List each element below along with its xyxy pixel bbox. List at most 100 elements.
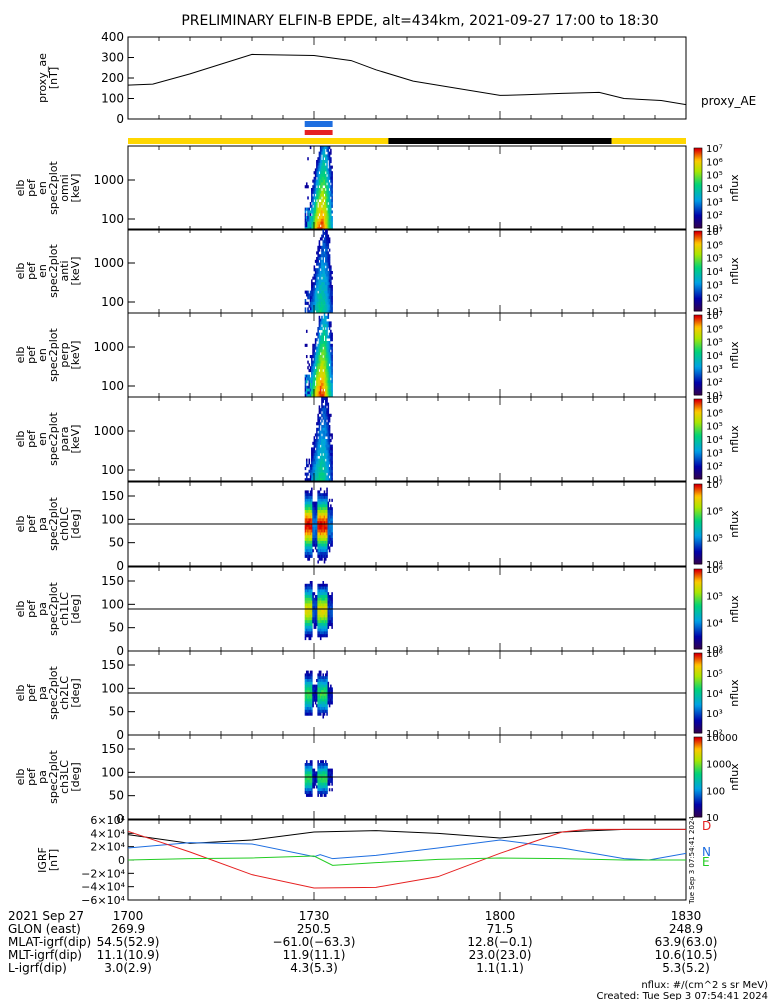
spectrogram-cell	[307, 554, 309, 558]
spectrogram-cell	[317, 218, 319, 222]
spectrogram-cell	[323, 543, 326, 547]
spectrogram-cell	[330, 343, 332, 347]
spectrogram-cell	[307, 676, 309, 680]
spectrogram-cell	[318, 327, 321, 331]
spectrogram-cell	[322, 715, 325, 719]
spectrogram-cell	[330, 213, 332, 217]
colorbar-segment	[694, 271, 702, 274]
colorbar-segment	[694, 367, 702, 370]
spectrogram-cell	[308, 676, 311, 680]
colorbar-segment	[694, 546, 702, 549]
spectrogram-cell	[319, 290, 322, 294]
spectrogram-cell	[326, 441, 328, 445]
spectrogram-cell	[323, 709, 326, 713]
colorbar-segment	[694, 627, 702, 630]
spectrogram-cell	[328, 299, 331, 303]
spectrogram-cell	[307, 693, 309, 697]
spectrogram-cell	[319, 447, 322, 451]
spectrogram-cell	[305, 687, 308, 691]
spectrogram-cell	[313, 273, 316, 277]
colorbar-segment	[694, 486, 702, 489]
spectrogram-cell	[317, 681, 319, 685]
spectrogram-cell	[304, 628, 307, 632]
spectrogram-cell	[331, 436, 333, 440]
spectrogram-cell	[304, 521, 307, 525]
colorbar-segment	[694, 341, 702, 344]
spectrogram-cell	[319, 218, 322, 222]
spectrogram-cell	[314, 512, 317, 516]
spectrogram-cell	[323, 549, 326, 553]
spectrogram-cell	[318, 371, 321, 375]
spectrogram-cell	[323, 371, 326, 375]
spectrogram-cell	[330, 369, 332, 373]
spectrogram-cell	[323, 546, 326, 550]
spectrogram-cell	[323, 273, 326, 277]
spectrogram-cell	[331, 512, 333, 516]
spectrogram-cell	[304, 510, 307, 514]
spectrogram-cell	[311, 791, 313, 795]
spectrogram-cell	[327, 307, 330, 311]
spectrogram-cell	[313, 299, 316, 303]
spectrogram-cell	[326, 285, 328, 289]
spectrogram-cell	[322, 763, 325, 767]
spectrogram-cell	[331, 285, 333, 289]
spectrogram-cell	[324, 695, 327, 699]
spectrogram-cell	[316, 600, 318, 604]
spectrogram-cell	[309, 510, 312, 514]
spectrogram-cell	[317, 707, 319, 711]
spectrogram-cell	[319, 546, 322, 550]
spectrogram-cell	[322, 538, 325, 542]
spectrogram-cell	[321, 408, 323, 412]
spectrogram-cell	[318, 204, 321, 208]
spectrogram-cell	[323, 472, 326, 476]
colorbar-segment	[694, 727, 702, 730]
spectrogram-cell	[316, 171, 318, 175]
colorbar-segment	[694, 355, 702, 358]
spectrogram-cell	[323, 282, 326, 286]
spectrogram-cell	[331, 467, 333, 471]
y-axis-label: perp	[58, 342, 71, 367]
colorbar-segment	[694, 429, 702, 432]
spectrogram-cell	[323, 609, 326, 613]
spectrogram-cell	[322, 600, 325, 604]
colorbar-segment	[694, 751, 702, 754]
spectrogram-cell	[327, 221, 330, 225]
spectrogram-cell	[319, 338, 322, 342]
spectrogram-cell	[308, 304, 311, 308]
colorbar-segment	[694, 365, 702, 368]
colorbar-segment	[694, 528, 702, 531]
spectrogram-cell	[323, 385, 326, 389]
spectrogram-cell	[326, 383, 328, 387]
spectrogram-cell	[314, 171, 317, 175]
spectrogram-cell	[309, 631, 312, 635]
spectrogram-cell	[328, 171, 331, 175]
spectrogram-cell	[328, 498, 331, 502]
spectrogram-cell	[318, 617, 321, 621]
spectrogram-cell	[322, 352, 325, 356]
spectrogram-cell	[318, 623, 321, 627]
spectrogram-cell	[326, 487, 328, 491]
spectrogram-cell	[304, 529, 307, 533]
spectrogram-cell	[324, 262, 327, 266]
spectrogram-cell	[321, 397, 323, 401]
spectrogram-cell	[316, 441, 318, 445]
spectrogram-cell	[324, 583, 327, 587]
spectrogram-cell	[328, 207, 331, 211]
colorbar-segment	[694, 508, 702, 511]
spectrogram-cell	[326, 304, 328, 308]
spectrogram-cell	[323, 597, 326, 601]
spectrogram-cell	[311, 631, 313, 635]
spectrogram-cell	[322, 554, 325, 558]
spectrogram-cell	[322, 307, 325, 311]
spectrogram-cell	[318, 498, 321, 502]
footer-row-value: 12.8(−0.1)	[467, 935, 532, 949]
colorbar-segment	[694, 371, 702, 374]
spectrogram-cell	[317, 606, 319, 610]
spectrogram-cell	[326, 493, 328, 497]
spectrogram-cell	[328, 168, 331, 172]
spectrogram-cell	[316, 518, 318, 522]
spectrogram-cell	[313, 377, 316, 381]
spectrogram-cell	[322, 413, 325, 417]
spectrogram-cell	[304, 512, 307, 516]
y-axis-label: en	[36, 264, 49, 278]
